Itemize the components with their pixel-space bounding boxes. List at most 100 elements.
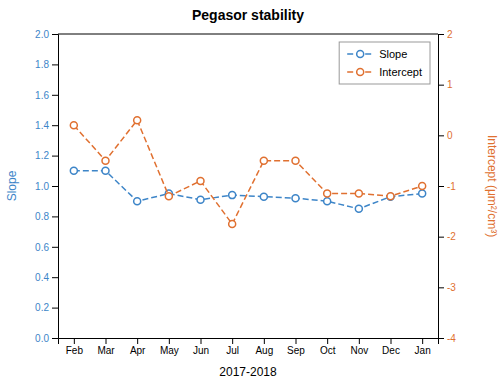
tick-mark <box>438 34 444 35</box>
tick: 1.8 <box>35 59 58 70</box>
tick-mark <box>327 338 328 344</box>
point <box>419 190 426 197</box>
series-group <box>70 117 425 228</box>
tick-mark <box>359 338 360 344</box>
tick-label: -1 <box>447 181 456 192</box>
tick-label: 1.8 <box>35 59 49 70</box>
legend-item: Intercept <box>347 66 422 78</box>
tick-mark <box>106 338 107 344</box>
legend-marker <box>357 51 364 58</box>
tick: Oct <box>320 338 336 356</box>
legend-label: Intercept <box>379 66 422 78</box>
tick: 1.6 <box>35 90 58 101</box>
tick-label: May <box>160 345 179 356</box>
tick-mark <box>391 338 392 344</box>
tick-mark <box>264 338 265 344</box>
tick-label: Apr <box>130 345 146 356</box>
legend-marker <box>357 69 364 76</box>
tick-label: 1.6 <box>35 90 49 101</box>
tick: Feb <box>66 338 84 356</box>
tick-mark <box>52 247 58 248</box>
tick-label: 0.6 <box>35 242 49 253</box>
point <box>70 167 77 174</box>
tick: 1 <box>438 79 453 90</box>
y2-axis: -4-3-2-1012 <box>438 29 456 344</box>
tick-mark <box>52 186 58 187</box>
point <box>134 198 141 205</box>
tick-mark <box>52 156 58 157</box>
tick-mark <box>296 338 297 344</box>
tick-mark <box>52 277 58 278</box>
tick: -3 <box>438 282 456 293</box>
point <box>355 205 362 212</box>
tick-label: 0.4 <box>35 272 49 283</box>
point <box>324 198 331 205</box>
tick-label: -3 <box>447 282 456 293</box>
tick-label: -2 <box>447 231 456 242</box>
tick: Dec <box>382 338 400 356</box>
tick: Jun <box>193 338 209 356</box>
tick: Nov <box>350 338 368 356</box>
legend-label: Slope <box>379 48 407 60</box>
line <box>74 120 422 224</box>
tick-mark <box>201 338 202 344</box>
tick-mark <box>438 135 444 136</box>
tick: 1.4 <box>35 120 58 131</box>
tick-label: 0.8 <box>35 211 49 222</box>
tick: Jan <box>415 338 431 356</box>
tick: Apr <box>130 338 146 356</box>
point <box>260 157 267 164</box>
tick-mark <box>438 338 444 339</box>
tick-mark <box>438 85 444 86</box>
axis-line <box>52 35 59 339</box>
tick-label: Feb <box>66 345 84 356</box>
plot: FebMarAprMayJunJulAugSepOctNovDecJan0.00… <box>35 29 456 356</box>
tick: 0.4 <box>35 272 58 283</box>
tick: 1.0 <box>35 181 58 192</box>
axis-line <box>439 35 445 339</box>
axis-line <box>59 339 439 345</box>
tick-mark <box>137 338 138 344</box>
tick-label: 0 <box>447 130 453 141</box>
tick-mark <box>232 338 233 344</box>
tick: 1.2 <box>35 150 58 161</box>
tick-label: Jan <box>415 345 431 356</box>
series <box>70 167 425 212</box>
point <box>197 177 204 184</box>
y-axis-title: Slope <box>5 170 19 201</box>
tick-label: -4 <box>447 333 456 344</box>
tick: 0.6 <box>35 242 58 253</box>
tick: May <box>160 338 179 356</box>
point <box>70 122 77 129</box>
tick-mark <box>169 338 170 344</box>
point <box>102 157 109 164</box>
point <box>387 193 394 200</box>
tick: -2 <box>438 231 456 242</box>
tick-label: Aug <box>255 345 273 356</box>
tick: -4 <box>438 333 456 344</box>
chart: FebMarAprMayJunJulAugSepOctNovDecJan0.00… <box>0 0 500 386</box>
x-axis: FebMarAprMayJunJulAugSepOctNovDecJan <box>59 338 439 356</box>
point <box>260 193 267 200</box>
tick-mark <box>52 125 58 126</box>
tick: Sep <box>287 338 305 356</box>
tick: 0 <box>438 130 453 141</box>
tick: 2.0 <box>35 29 58 40</box>
line <box>74 171 422 209</box>
tick-label: Mar <box>97 345 115 356</box>
legend-box <box>339 42 430 84</box>
tick-label: Oct <box>320 345 336 356</box>
tick-mark <box>52 308 58 309</box>
tick-label: Dec <box>382 345 400 356</box>
tick-mark <box>52 95 58 96</box>
tick-mark <box>52 338 58 339</box>
tick: 0.0 <box>35 333 58 344</box>
legend-item: Slope <box>347 48 407 60</box>
title: Pegasor stability <box>192 7 304 23</box>
tick-mark <box>52 216 58 217</box>
tick-mark <box>438 287 444 288</box>
point <box>229 192 236 199</box>
tick: Aug <box>255 338 273 356</box>
tick: 0.2 <box>35 302 58 313</box>
tick-mark <box>52 64 58 65</box>
